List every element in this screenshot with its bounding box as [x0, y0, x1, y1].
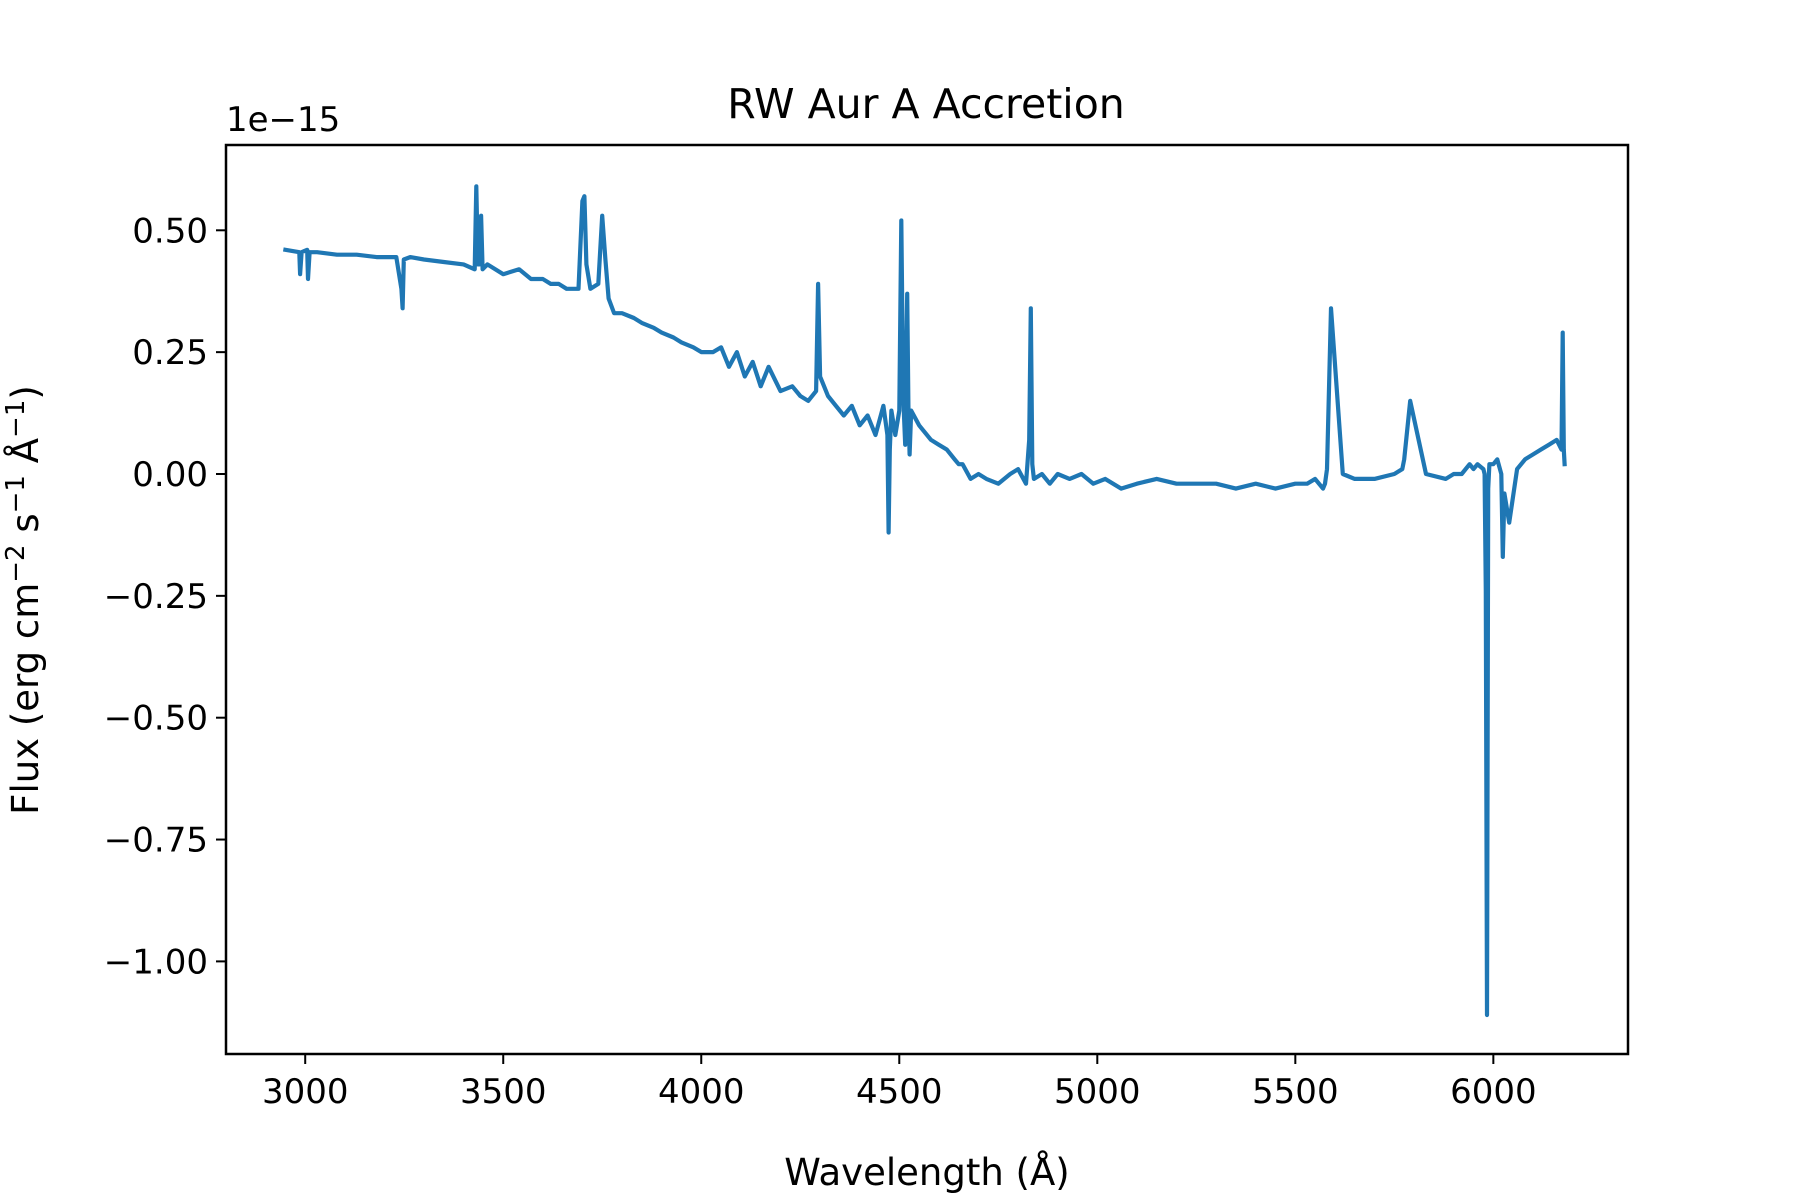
y-tick-label: 0.25: [132, 333, 208, 373]
y-tick-label: −0.75: [104, 821, 208, 861]
y-tick-label: 0.00: [132, 455, 208, 495]
x-axis-label: Wavelength (Å): [784, 1150, 1069, 1194]
y-label-sup1: −2: [1, 544, 31, 582]
y-label-prefix: Flux (erg cm: [4, 583, 47, 815]
x-tick-label: 4500: [856, 1072, 943, 1112]
x-tick-label: 3500: [460, 1072, 547, 1112]
plot-frame: [224, 143, 1630, 1056]
x-tick-label: 6000: [1450, 1072, 1537, 1112]
x-tick-label: 5500: [1252, 1072, 1339, 1112]
x-axis-ticks: 3000 3500 4000 4500 5000 5500 6000: [262, 1054, 1537, 1112]
y-label-sup2: −1: [1, 475, 31, 513]
y-offset-label: 1e−15: [226, 100, 340, 140]
y-label-mid2: Å: [3, 438, 47, 475]
y-axis-ticks: 0.50 0.25 0.00 −0.25 −0.50 −0.75 −1.00: [104, 211, 226, 982]
x-tick-label: 3000: [262, 1072, 349, 1112]
y-tick-label: −0.25: [104, 577, 208, 617]
y-label-suffix: ): [4, 385, 47, 399]
y-tick-label: 0.50: [132, 211, 208, 251]
y-axis-label: Flux (erg cm−2 s−1 Å−1): [1, 385, 47, 815]
x-tick-label: 5000: [1054, 1072, 1141, 1112]
y-tick-label: −1.00: [104, 942, 208, 982]
y-tick-label: −0.50: [104, 699, 208, 739]
y-label-sup3: −1: [1, 400, 31, 438]
x-tick-label: 4000: [658, 1072, 745, 1112]
y-label-mid: s: [4, 513, 47, 544]
chart-title: RW Aur A Accretion: [727, 80, 1125, 128]
spectrum-line: [282, 184, 1567, 1018]
